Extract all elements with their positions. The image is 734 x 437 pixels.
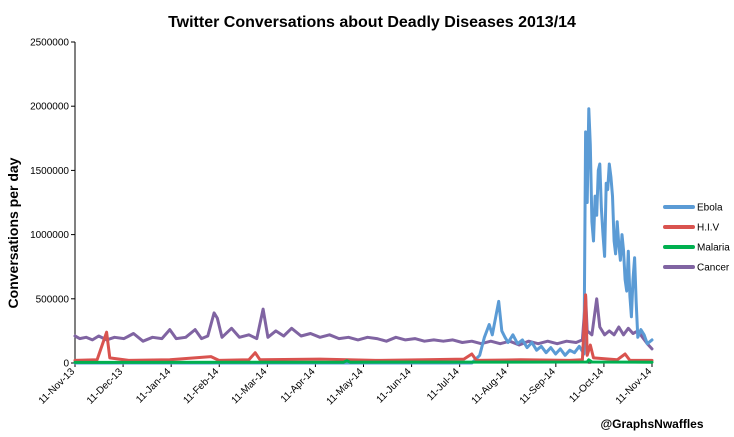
series-line-cancer	[73, 294, 654, 351]
legend-label-malaria: Malaria	[697, 243, 730, 254]
chart-title: Twitter Conversations about Deadly Disea…	[168, 14, 576, 31]
x-tick-label: 11-May-14	[325, 366, 366, 407]
series-line-malaria	[73, 358, 654, 364]
x-tick-label: 11-Jan-14	[134, 366, 173, 405]
y-axis: 0 500000 1000000 1500000 2000000 2500000	[30, 38, 75, 370]
y-tick-label: 1500000	[30, 166, 69, 177]
x-tick-label: 11-Nov-14	[614, 366, 655, 407]
y-tick-label: 0	[63, 359, 69, 370]
x-tick-label: 11-Mar-14	[230, 366, 270, 406]
y-tick-label: 2000000	[30, 102, 69, 113]
x-tick-label: 11-Dec-13	[85, 366, 126, 407]
series-line-h-i-v	[73, 293, 654, 362]
x-axis: 11-Nov-13 11-Dec-13 11-Jan-14 11-Feb-14 11-M…	[37, 363, 655, 407]
legend: Ebola H.I.V Malaria Cancer	[663, 203, 730, 274]
series-line-ebola	[73, 107, 654, 365]
x-tick-label: 11-Feb-14	[181, 366, 221, 406]
legend-label-cancer: Cancer	[697, 263, 730, 274]
x-tick-label: 11-Nov-13	[37, 366, 78, 407]
y-axis-label: Conversations per day	[5, 157, 21, 308]
series-lines	[73, 107, 654, 365]
x-tick-label: 11-Jul-14	[425, 366, 462, 403]
axes	[74, 42, 652, 364]
x-tick-label: 11-Aug-14	[470, 366, 511, 407]
y-tick-label: 1000000	[30, 230, 69, 241]
x-tick-label: 11-Sep-14	[518, 366, 559, 407]
x-tick-label: 11-Apr-14	[279, 366, 318, 405]
x-tick-label: 11-Jun-14	[375, 366, 414, 405]
x-tick-label: 11-Oct-14	[567, 366, 606, 405]
y-tick-label: 500000	[36, 294, 70, 305]
legend-label-ebola: Ebola	[697, 203, 723, 214]
legend-label-h-i-v: H.I.V	[697, 223, 720, 234]
y-tick-label: 2500000	[30, 38, 69, 49]
credit-text: @GraphsNwaffles	[600, 417, 703, 431]
